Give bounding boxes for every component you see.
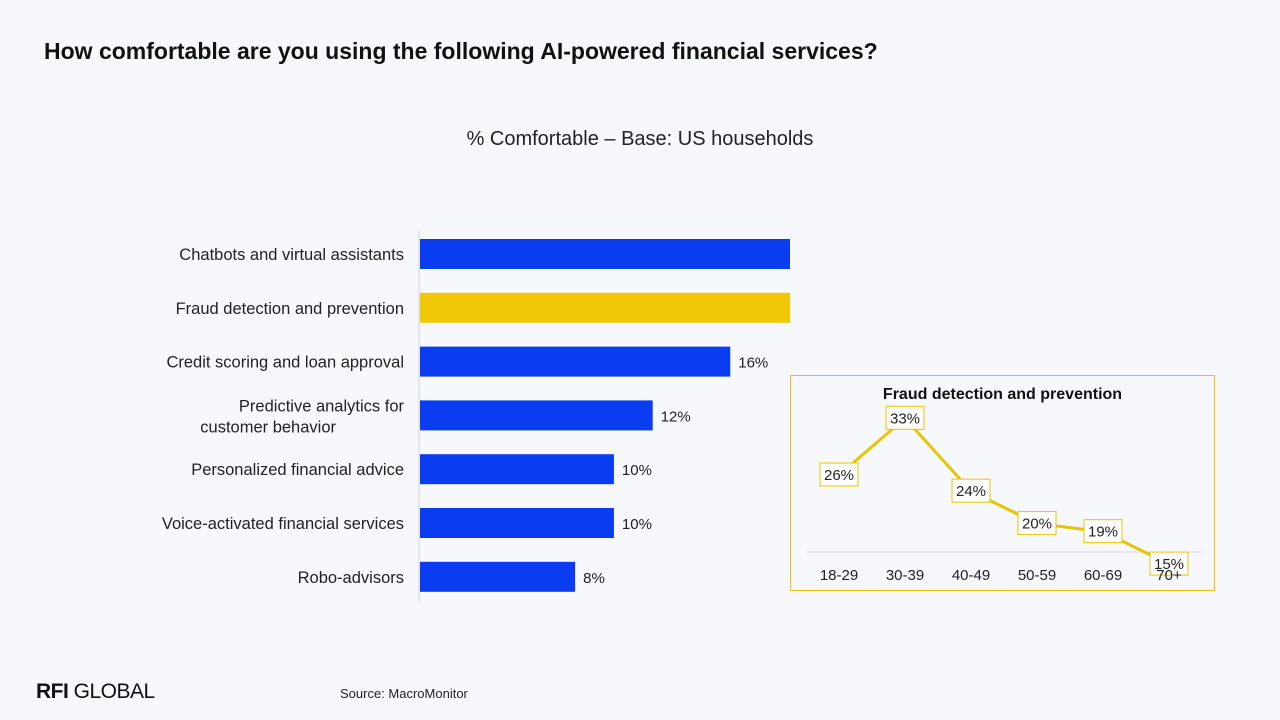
bar-4 [420,400,653,431]
age-tick-label: 70+ [1156,567,1182,584]
logo-bold-text: RFI [36,680,69,703]
point-label-box [819,462,859,487]
bar-3 [420,346,731,377]
bar-value-label: 16% [738,355,768,372]
age-tick-label: 40-49 [952,567,990,584]
point-label-box [1017,511,1057,536]
age-tick-label: 30-39 [886,567,924,584]
point-value-label: 33% [890,410,920,427]
bar-category-label: Personalized financial advice [191,461,404,479]
bar-7 [420,561,576,592]
point-label-box [885,405,925,430]
chart-title: How comfortable are you using the follow… [44,38,878,64]
age-tick-label: 50-59 [1018,567,1056,584]
bar-2 [420,292,790,323]
bar-value-label: 10% [622,462,652,479]
bar-category-label: Fraud detection and prevention [176,300,404,318]
bar-5 [420,454,614,485]
bar-1 [420,239,790,269]
line-chart: 26% 18-29 33% 30-39 24% 40-49 20% 50-59 19% 60-69… [807,405,1203,584]
point-label-box [1083,519,1123,544]
bar-chart: Chatbots and virtual assistants23%Fraud … [162,230,790,602]
bar-category-label: Predictive analytics for customer behavio… [200,397,404,436]
logo-rest-text: GLOBAL [68,680,156,703]
point-value-label: 19% [1088,524,1118,541]
bar-value-label: 10% [622,516,652,533]
inset-line-chart: Fraud detection and prevention 26% 18-29 3… [790,375,1215,591]
inset-title: Fraud detection and prevention [882,386,1123,403]
point-value-label: 26% [824,467,854,484]
source-note: Source: MacroMonitor [340,686,468,701]
bar-value-label: 12% [661,408,691,425]
point-label-box [951,478,991,503]
point-label-box [1149,551,1189,576]
age-tick-label: 60-69 [1084,567,1122,584]
bar-category-label: Chatbots and virtual assistants [179,246,404,264]
bar-category-label: Credit scoring and loan approval [166,354,404,372]
point-value-label: 24% [956,483,986,500]
chart-subtitle: % Comfortable – Base: US households [466,128,814,150]
rfi-global-logo: RFI GLOBAL [36,680,155,704]
bar-category-label: Robo-advisors [298,569,404,587]
bar-6 [420,508,614,538]
age-tick-label: 18-29 [820,567,858,584]
point-value-label: 20% [1022,516,1052,533]
bar-value-label: 8% [583,570,605,587]
point-value-label: 15% [1154,556,1184,573]
bar-category-label: Voice-activated financial services [162,515,404,533]
